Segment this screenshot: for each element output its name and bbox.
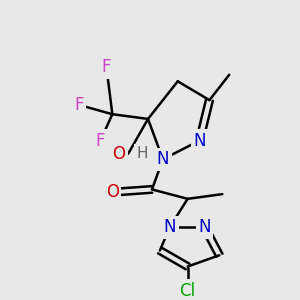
Text: N: N — [193, 131, 206, 149]
Text: F: F — [96, 131, 105, 149]
Text: N: N — [198, 218, 211, 236]
Text: O: O — [112, 145, 125, 163]
Text: F: F — [102, 58, 111, 76]
Text: N: N — [157, 150, 169, 168]
Text: H: H — [136, 146, 148, 161]
Text: F: F — [74, 96, 83, 114]
Text: Cl: Cl — [180, 282, 196, 300]
Text: O: O — [106, 183, 119, 201]
Text: N: N — [164, 218, 176, 236]
